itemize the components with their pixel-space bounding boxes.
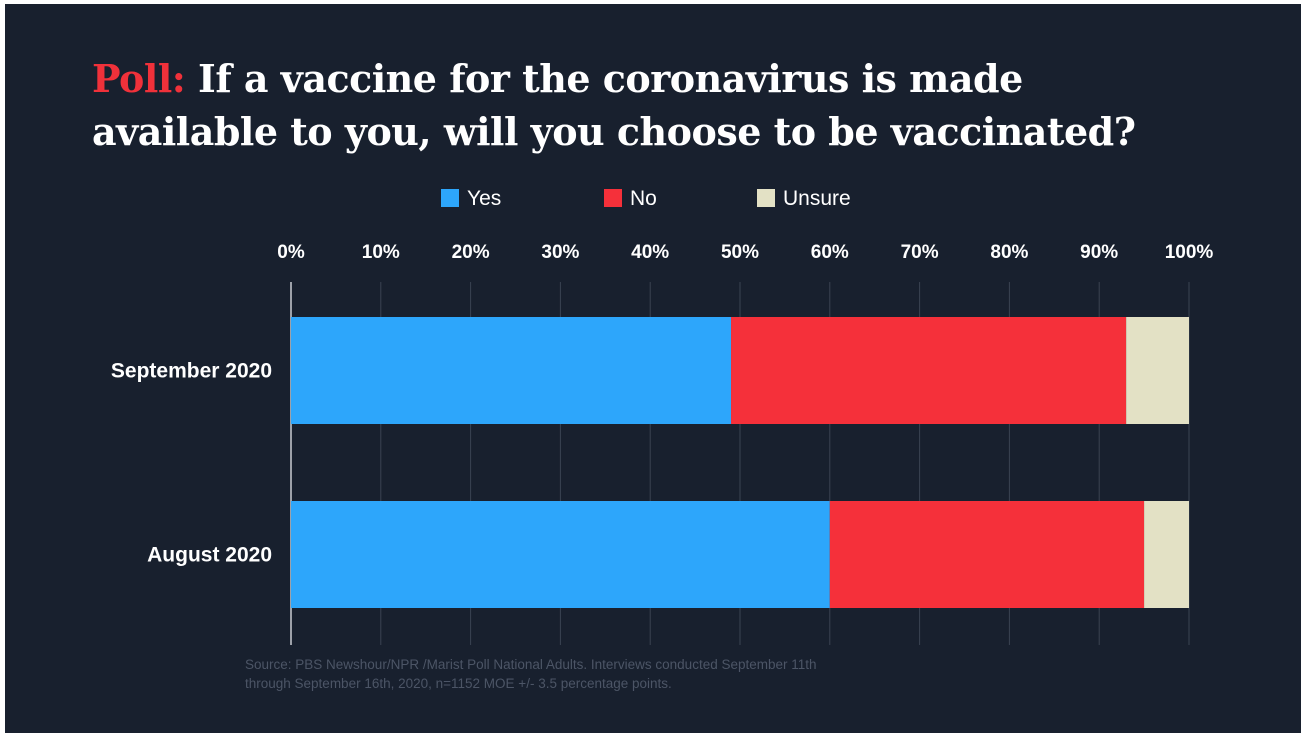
x-tick-label: 80% <box>990 242 1028 263</box>
legend-label-yes: Yes <box>467 187 501 210</box>
x-tick-label: 90% <box>1080 242 1118 263</box>
chart-title: Poll: If a vaccine for the coronavirus i… <box>92 52 1242 158</box>
bar-unsure-1 <box>1126 317 1189 424</box>
legend-swatch-yes <box>441 189 459 207</box>
source-line-2: through September 16th, 2020, n=1152 MOE… <box>245 676 672 691</box>
x-tick-label: 10% <box>362 242 400 263</box>
bar-unsure-2 <box>1144 501 1189 608</box>
legend-label-unsure: Unsure <box>783 187 851 210</box>
legend-label-no: No <box>630 187 657 210</box>
title-line-1: If a vaccine for the coronavirus is made <box>198 56 1023 101</box>
bar-no-2 <box>829 501 1145 608</box>
bar-no-1 <box>731 317 1127 424</box>
x-tick-labels: 0% 10% 20% 30% 40% 50% 60% 70% 80% 90% 100% <box>277 242 1213 263</box>
source-line-1: Source: PBS Newshour/NPR /Marist Poll Na… <box>245 657 817 672</box>
x-tick-label: 30% <box>541 242 579 263</box>
bar-yes-2 <box>291 501 830 608</box>
x-tick-label: 20% <box>452 242 490 263</box>
legend-swatch-unsure <box>757 189 775 207</box>
title-lead: Poll: <box>92 56 186 101</box>
x-tick-label: 40% <box>631 242 669 263</box>
legend: Yes No Unsure <box>441 187 851 210</box>
source-note: Source: PBS Newshour/NPR /Marist Poll Na… <box>245 655 1005 693</box>
category-labels: September 2020 August 2020 <box>111 360 272 567</box>
bars <box>291 317 1189 608</box>
bar-yes-1 <box>291 317 732 424</box>
x-tick-label: 0% <box>277 242 305 263</box>
x-tick-label: 70% <box>901 242 939 263</box>
title-line-2: available to you, will you choose to be … <box>92 109 1136 154</box>
x-tick-label: 100% <box>1165 242 1214 263</box>
legend-swatch-no <box>604 189 622 207</box>
x-tick-label: 60% <box>811 242 849 263</box>
x-tick-label: 50% <box>721 242 759 263</box>
category-label: September 2020 <box>111 360 272 383</box>
category-label: August 2020 <box>147 544 272 567</box>
